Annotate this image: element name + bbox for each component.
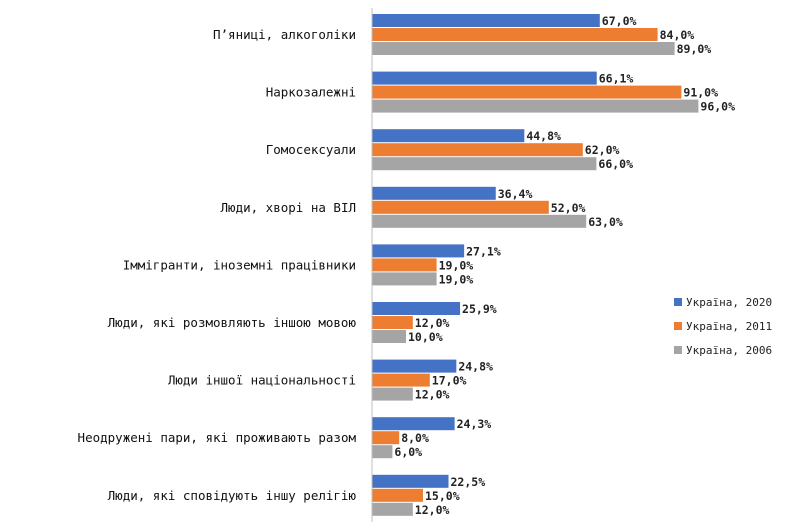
category-label: Іммігранти, іноземні працівники xyxy=(123,257,356,272)
category-label: Люди, які сповідують іншу релігію xyxy=(108,488,357,503)
data-label: 96,0% xyxy=(700,100,735,114)
category-label: Неодружені пари, які проживають разом xyxy=(78,430,357,445)
data-label: 91,0% xyxy=(683,86,718,100)
category-label: Гомосексуали xyxy=(266,142,356,157)
category-label: П’яниці, алкоголіки xyxy=(213,27,356,42)
bar xyxy=(372,42,675,55)
data-label: 27,1% xyxy=(466,244,501,258)
category-group: 44,8% 62,0%66,0% Гомосексуали xyxy=(266,129,633,171)
data-label: 62,0% xyxy=(585,143,620,157)
bar xyxy=(372,417,455,431)
category-group: 67,0% 84,0%89,0% П’яниці, алкоголіки xyxy=(213,14,711,56)
data-label: 66,0% xyxy=(598,157,633,171)
bar xyxy=(372,316,413,329)
bar xyxy=(372,330,406,343)
data-label: 10,0% xyxy=(408,330,443,344)
category-group: 36,4% 52,0%63,0% Люди, хворі на ВІЛ xyxy=(221,186,623,229)
data-label: 19,0% xyxy=(439,272,474,286)
bar xyxy=(372,387,413,401)
bar xyxy=(372,129,525,143)
bar xyxy=(372,445,393,459)
category-label: Люди іншої національності xyxy=(168,373,356,388)
bar xyxy=(372,488,423,502)
data-label: 15,0% xyxy=(425,489,460,503)
data-label: 89,0% xyxy=(677,42,712,56)
data-label: 44,8% xyxy=(526,129,561,143)
bar xyxy=(372,272,437,286)
data-label: 22,5% xyxy=(451,475,486,489)
bar xyxy=(372,258,437,272)
data-label: 12,0% xyxy=(415,388,450,402)
bar xyxy=(372,143,583,157)
bar xyxy=(372,157,597,171)
bar xyxy=(372,200,549,214)
category-label: Люди, які розмовляють іншою мовою xyxy=(108,315,357,330)
legend-label: Україна, 2020 xyxy=(686,296,772,309)
category-group: 24,8%17,0%12,0% Люди іншої національності xyxy=(168,359,493,402)
data-label: 67,0% xyxy=(602,14,637,28)
legend-swatch xyxy=(674,298,682,306)
data-label: 6,0% xyxy=(394,445,422,459)
bar xyxy=(372,244,465,258)
category-group: 22,5%15,0%12,0% Люди, які сповідують іншу… xyxy=(108,474,486,517)
bar xyxy=(372,186,496,200)
data-label: 17,0% xyxy=(432,374,467,388)
category-group: 66,1% 91,0%96,0% Наркозалежні xyxy=(266,71,735,114)
category-group: 25,9% 12,0%10,0% Люди, які розмовляють інш… xyxy=(108,302,497,344)
bar xyxy=(372,474,449,488)
data-label: 8,0% xyxy=(401,431,429,445)
bar xyxy=(372,85,682,99)
data-label: 25,9% xyxy=(462,302,497,316)
legend-label: Україна, 2006 xyxy=(686,344,772,357)
data-label: 24,8% xyxy=(458,360,493,374)
legend-label: Україна, 2011 xyxy=(686,320,772,333)
bar xyxy=(372,14,600,27)
category-label: Люди, хворі на ВІЛ xyxy=(221,200,356,215)
data-label: 36,4% xyxy=(498,187,533,201)
legend: Україна, 2020 Україна, 2011 Україна, 2006 xyxy=(674,296,772,357)
bar xyxy=(372,373,430,387)
data-label: 24,3% xyxy=(457,417,492,431)
bar xyxy=(372,71,597,85)
legend-swatch xyxy=(674,322,682,330)
bar xyxy=(372,99,699,113)
bar xyxy=(372,302,461,315)
category-label: Наркозалежні xyxy=(266,85,356,100)
category-group: 27,1%19,0%19,0%Іммігранти, іноземні прац… xyxy=(123,244,501,286)
legend-swatch xyxy=(674,346,682,354)
category-group: 24,3% 8,0%6,0% Неодружені пари, які прожив… xyxy=(78,417,492,459)
data-label: 66,1% xyxy=(599,72,634,86)
data-label: 19,0% xyxy=(439,258,474,272)
data-label: 84,0% xyxy=(660,28,695,42)
data-label: 52,0% xyxy=(551,201,586,215)
bar xyxy=(372,214,587,228)
data-label: 12,0% xyxy=(415,316,450,330)
bar xyxy=(372,502,413,516)
bar xyxy=(372,28,658,41)
bar xyxy=(372,431,400,445)
data-label: 12,0% xyxy=(415,503,450,517)
bar xyxy=(372,359,457,373)
data-label: 63,0% xyxy=(588,215,623,229)
